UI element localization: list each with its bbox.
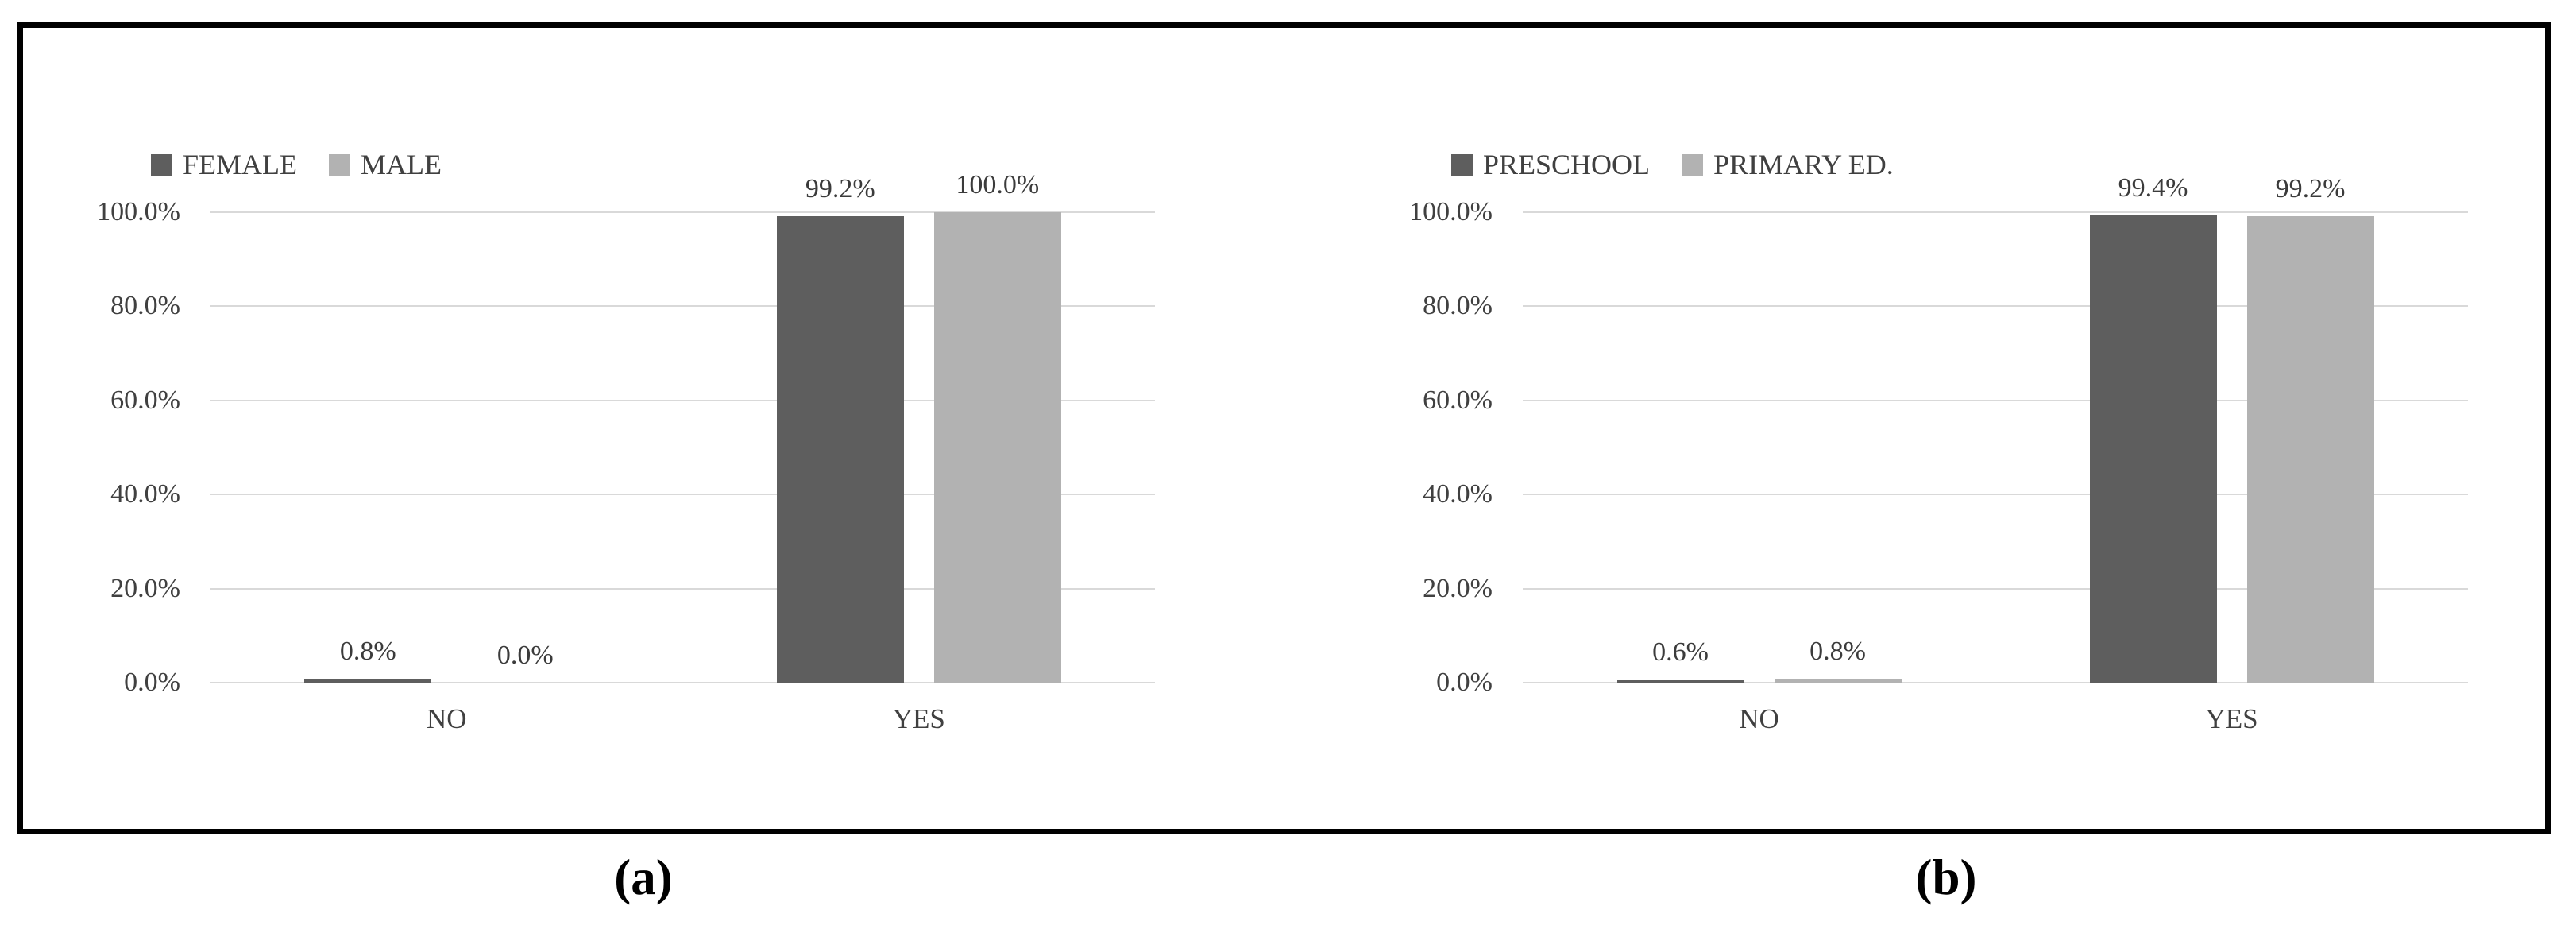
gridline [1523, 494, 2468, 496]
legend-label: PRIMARY ED. [1713, 149, 1894, 180]
bar [1774, 679, 1902, 683]
y-tick-label: 80.0% [1423, 291, 1493, 321]
legend-item: PRIMARY ED. [1682, 147, 1894, 182]
legend-swatch-icon [1682, 153, 1704, 176]
bar-value-label: 0.0% [496, 641, 554, 670]
y-tick-label: 100.0% [97, 197, 180, 227]
chart-b: 100.0% 80.0% 60.0% 40.0% 20.0% 0.0% PRESCHOOL P… [23, 28, 2545, 829]
category-label: NO [426, 703, 467, 734]
chart-a: 100.0% 80.0% 60.0% 40.0% 20.0% 0.0% FEMALE MALE… [23, 28, 2545, 829]
legend-label: FEMALE [183, 149, 297, 180]
y-tick-label: 80.0% [110, 291, 180, 321]
bar [1616, 680, 1744, 683]
y-tick-label: 0.0% [1436, 668, 1493, 697]
bar-value-label: 0.8% [1809, 637, 1866, 667]
gridline [1523, 682, 2468, 683]
bar [2246, 215, 2374, 683]
bar-value-label: 99.2% [805, 173, 875, 203]
y-tick-label: 60.0% [1423, 385, 1493, 415]
bar [933, 212, 1061, 683]
gridline [210, 211, 1155, 213]
caption-a: (a) [614, 850, 673, 905]
gridline [1523, 305, 2468, 308]
gridline [210, 587, 1155, 590]
legend-swatch-icon [151, 153, 172, 176]
legend-swatch-icon [329, 153, 350, 176]
bar-value-label: 100.0% [956, 170, 1040, 199]
legend-label: MALE [361, 149, 442, 180]
y-tick-label: 40.0% [1423, 479, 1493, 509]
category-label: YES [2205, 703, 2258, 734]
y-tick-label: 100.0% [1409, 197, 1493, 227]
bar [2089, 215, 2217, 683]
legend-item: PRESCHOOL [1451, 147, 1650, 182]
category-label: NO [1739, 703, 1779, 734]
figure-frame: 100.0% 80.0% 60.0% 40.0% 20.0% 0.0% FEMALE MALE… [17, 22, 2551, 834]
bar [776, 215, 904, 683]
legend-label: PRESCHOOL [1483, 149, 1651, 180]
bar-value-label: 99.2% [2275, 173, 2346, 203]
y-tick-label: 0.0% [124, 668, 180, 697]
gridline [210, 305, 1155, 308]
bar-value-label: 0.8% [339, 637, 396, 667]
y-tick-label: 40.0% [110, 479, 180, 509]
legend-swatch-icon [1451, 153, 1473, 176]
gridline [210, 399, 1155, 401]
bar-value-label: 99.4% [2118, 172, 2188, 203]
bar-value-label: 0.6% [1652, 637, 1709, 668]
y-tick-label: 20.0% [110, 573, 180, 603]
gridline [1523, 211, 2468, 213]
gridline [1523, 399, 2468, 401]
y-tick-label: 20.0% [1423, 573, 1493, 603]
gridline [210, 682, 1155, 683]
y-tick-label: 60.0% [110, 385, 180, 415]
category-label: YES [892, 703, 945, 734]
caption-b: (b) [1915, 850, 1977, 905]
legend: PRESCHOOL PRIMARY ED. [1451, 147, 1894, 182]
legend-item: MALE [329, 147, 442, 182]
gridline [210, 494, 1155, 496]
legend-item: FEMALE [151, 147, 297, 182]
gridline [1523, 587, 2468, 590]
bar [304, 679, 432, 683]
legend: FEMALE MALE [151, 147, 442, 182]
